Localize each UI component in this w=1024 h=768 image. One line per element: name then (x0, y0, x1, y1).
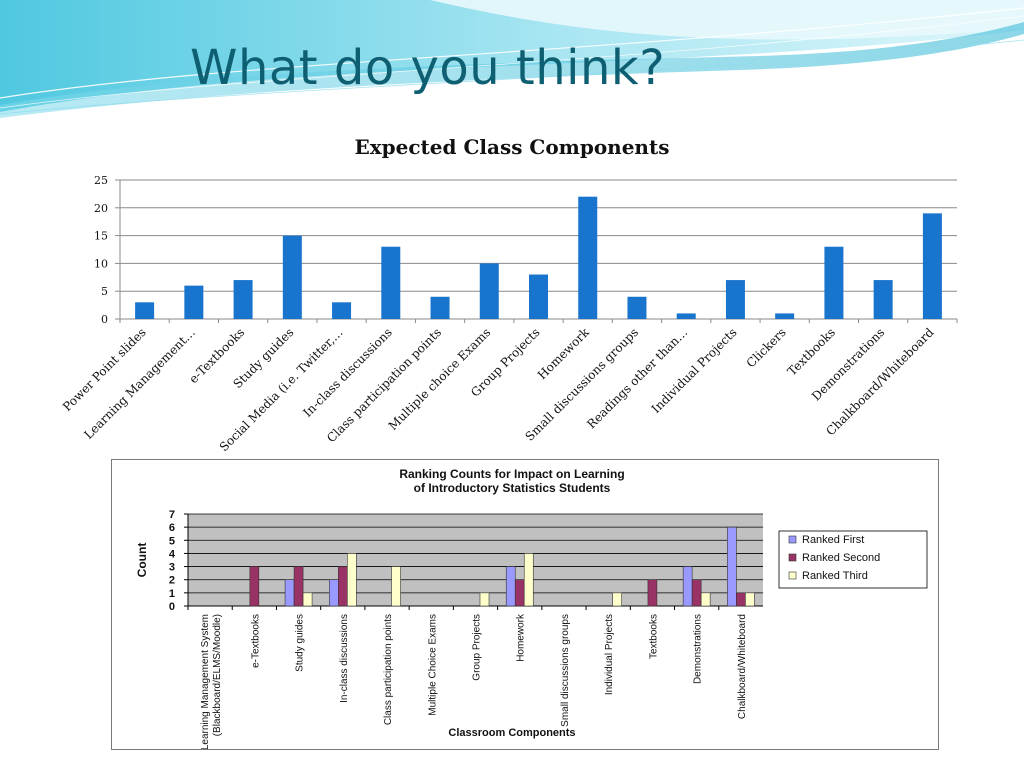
bar-2-12 (736, 592, 746, 607)
x-tick-label: Group Projects (472, 614, 483, 681)
y-tick-label: 20 (94, 202, 108, 215)
y-tick-label: 1 (169, 588, 175, 600)
bar-14 (824, 246, 844, 319)
y-tick-label: 4 (169, 548, 176, 560)
x-tick-label: Textbooks (785, 325, 838, 378)
x-tick-label: Multiple Choice Exams (427, 614, 438, 716)
bar-5 (381, 246, 401, 319)
y-tick-label: 25 (94, 174, 108, 187)
y-tick-label: 15 (94, 230, 108, 243)
legend-swatch-2 (788, 553, 797, 562)
bar-3-11 (700, 592, 711, 607)
y-tick-label: 10 (94, 257, 108, 270)
bar-1-11 (682, 566, 693, 607)
bar-12 (725, 280, 745, 319)
bar-10 (627, 296, 647, 319)
bar-1-3 (329, 579, 339, 607)
bar-13 (775, 313, 795, 319)
chart-title-line-2: of Introductory Statistics Students (414, 481, 611, 495)
y-tick-label: 5 (169, 535, 175, 547)
x-tick-label: Power Point slides (60, 325, 149, 414)
bar-0 (135, 302, 155, 319)
x-tick-label: Learning Management System (200, 614, 211, 749)
bar-2-2 (293, 566, 304, 607)
ranking-counts-chart: Ranking Counts for Impact on Learningof … (135, 467, 928, 749)
ranking-chart-frame: Ranking Counts for Impact on Learning of … (111, 459, 939, 750)
bar-3 (282, 235, 302, 319)
x-tick-label: In-class discussions (300, 325, 395, 420)
x-tick-label: e-Textbooks (250, 614, 261, 668)
legend-label-2: Ranked Second (802, 552, 880, 564)
bar-2-7 (514, 579, 525, 607)
bar-1-2 (284, 579, 295, 607)
x-tick-label: In-class discussions (339, 614, 350, 703)
plot-area (188, 514, 763, 606)
y-tick-label: 6 (169, 522, 175, 534)
bar-3-2 (302, 592, 313, 607)
x-tick-label: Individual Projects (649, 325, 740, 416)
bar-2 (233, 280, 253, 319)
y-tick-label: 0 (169, 601, 175, 613)
bar-3-9 (612, 592, 622, 607)
x-tick-label: Small discussions groups (560, 614, 571, 727)
bar-3-7 (523, 553, 534, 607)
bar-3-12 (745, 592, 755, 607)
bar-1-12 (727, 526, 737, 607)
bar-3-3 (347, 553, 357, 607)
decorative-wave-banner (0, 0, 1024, 118)
bar-7 (479, 263, 499, 319)
y-axis-title: Count (135, 543, 149, 578)
x-tick-label: Multiple choice Exams (386, 325, 494, 433)
bar-1 (184, 285, 204, 319)
legend-label-1: Ranked First (802, 534, 864, 546)
bar-2-1 (249, 566, 260, 607)
bar-11 (676, 313, 696, 319)
legend-swatch-3 (788, 571, 797, 580)
x-tick-label: Individual Projects (604, 614, 615, 695)
bar-16 (922, 213, 942, 319)
legend-label-3: Ranked Third (802, 570, 868, 582)
bar-9 (578, 196, 598, 319)
bar-8 (529, 274, 548, 319)
x-axis-title: Classroom Components (448, 727, 575, 739)
bar-1-7 (505, 566, 516, 607)
x-tick-label: Chalkboard/Whiteboard (737, 614, 748, 719)
bar-6 (430, 296, 450, 319)
chart-title: Expected Class Components (355, 135, 670, 159)
y-tick-label: 7 (169, 509, 175, 521)
x-tick-label: Homework (516, 613, 527, 662)
bar-3-4 (391, 566, 401, 607)
x-tick-label: Demonstrations (693, 614, 704, 684)
legend-box (778, 530, 928, 589)
slide-title: What do you think? (190, 40, 666, 96)
expected-class-components-chart: Expected Class Components 0 5 10 15 20 25 Power… (60, 135, 958, 454)
x-tick-label: Clickers (744, 325, 789, 370)
bar-15 (873, 280, 893, 319)
bar-2-11 (691, 579, 702, 607)
y-tick-label: 0 (101, 313, 108, 326)
y-tick-label: 5 (101, 285, 108, 298)
x-tick-label: Readings other than… (584, 325, 690, 431)
bar-2-3 (338, 566, 348, 607)
bar-3-6 (479, 592, 490, 607)
x-tick-label: (Blackboard/ELMS/Moodle) (212, 614, 223, 736)
y-tick-label: 3 (169, 562, 175, 574)
chart-title-line-1: Ranking Counts for Impact on Learning (399, 467, 624, 481)
x-tick-label: Study guides (295, 614, 306, 672)
bar-2-10 (647, 579, 658, 607)
legend-swatch-1 (788, 535, 797, 544)
x-tick-label: Textbooks (648, 614, 659, 659)
y-tick-label: 2 (169, 575, 175, 587)
x-tick-label: Class participation points (383, 614, 394, 725)
bar-4 (332, 302, 352, 319)
